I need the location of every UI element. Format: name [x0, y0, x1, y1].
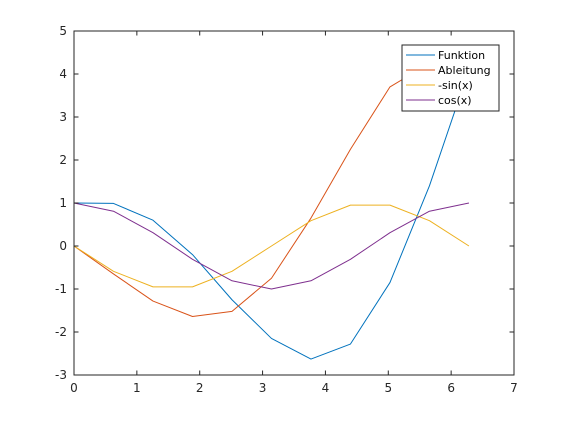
x-tick-label: 7 — [510, 381, 518, 395]
x-tick-label: 3 — [259, 381, 267, 395]
y-tick-label: -2 — [55, 325, 67, 339]
x-axis: 0 1 2 3 4 5 6 7 — [70, 31, 518, 395]
x-tick-label: 0 — [70, 381, 78, 395]
y-tick-label: 2 — [59, 153, 67, 167]
series-line-funktion — [73, 69, 470, 360]
legend-label: Funktion — [438, 49, 485, 62]
legend-label: cos(x) — [438, 94, 472, 107]
x-tick-label: 4 — [322, 381, 330, 395]
y-axis: -3 -2 -1 0 1 2 3 4 5 — [55, 24, 514, 382]
y-tick-label: -3 — [55, 368, 67, 382]
legend-label: Ableitung — [438, 64, 491, 77]
y-tick-label: 1 — [59, 196, 67, 210]
y-tick-label: 0 — [59, 239, 67, 253]
y-tick-label: 5 — [59, 24, 67, 38]
x-tick-label: 5 — [384, 381, 392, 395]
y-tick-label: 4 — [59, 67, 67, 81]
y-tick-label: -1 — [55, 282, 67, 296]
x-tick-label: 1 — [133, 381, 141, 395]
legend: Funktion Ableitung -sin(x) cos(x) — [401, 44, 500, 112]
x-tick-label: 6 — [447, 381, 455, 395]
series-line-sin-x — [73, 204, 470, 288]
legend-label: -sin(x) — [438, 79, 473, 92]
x-tick-label: 2 — [196, 381, 204, 395]
y-tick-label: 3 — [59, 110, 67, 124]
series-line-cos-x — [73, 202, 470, 290]
